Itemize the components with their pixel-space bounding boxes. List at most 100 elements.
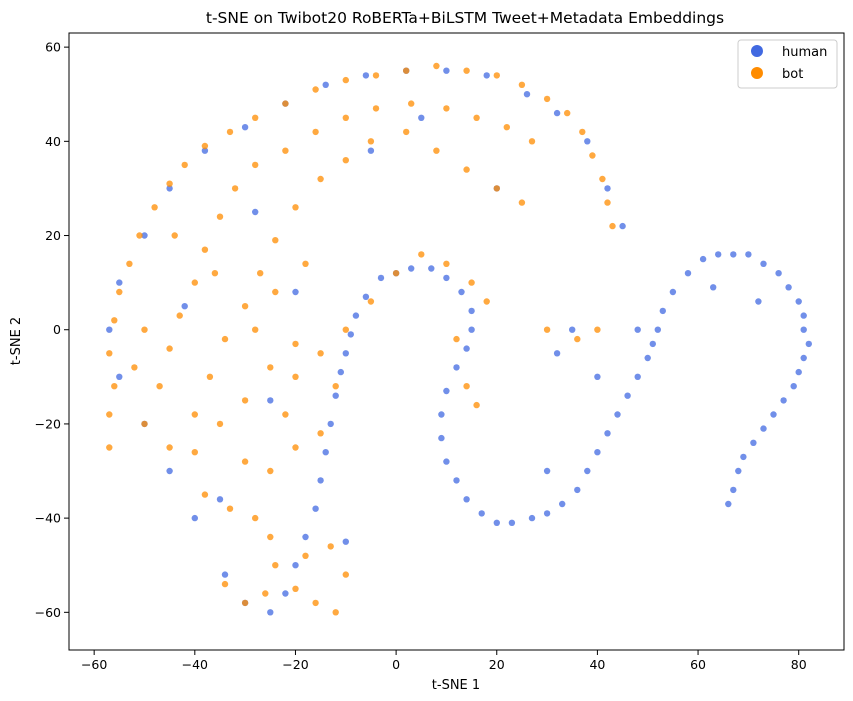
point-bot-52 — [241, 303, 249, 310]
point-human-57 — [362, 293, 370, 300]
point-bot-1 — [106, 411, 113, 418]
legend-label-bot: bot — [782, 67, 803, 82]
point-bot-37 — [231, 185, 239, 192]
point-bot-104 — [574, 335, 581, 343]
point-human-21 — [699, 255, 707, 263]
point-bot-9 — [166, 180, 173, 187]
x-tick-label: −60 — [81, 657, 107, 672]
point-bot-101 — [473, 401, 480, 409]
point-human-45 — [438, 411, 445, 418]
point-bot-10 — [181, 161, 188, 169]
point-bot-15 — [312, 86, 319, 93]
point-human-2 — [735, 467, 742, 475]
point-bot-82 — [292, 373, 299, 380]
point-human-88 — [483, 72, 490, 79]
point-human-67 — [302, 533, 309, 541]
point-human-38 — [508, 519, 516, 526]
point-bot-22 — [518, 81, 526, 89]
point-bot-27 — [599, 175, 606, 183]
point-bot-79 — [267, 467, 274, 475]
point-human-69 — [282, 590, 289, 597]
point-human-106 — [342, 538, 349, 545]
x-axis: −60 −40 −20 0 20 40 60 80 — [81, 650, 807, 672]
y-tick-label: 0 — [53, 322, 61, 337]
point-human-105 — [216, 496, 224, 503]
point-bot-6 — [126, 260, 133, 267]
point-bot-38 — [252, 161, 259, 169]
point-bot-92 — [267, 364, 274, 371]
point-human-50 — [468, 307, 475, 315]
point-human-101 — [292, 288, 299, 296]
point-bot-88 — [443, 260, 450, 267]
point-human-62 — [332, 392, 339, 399]
point-bot-28 — [604, 199, 611, 206]
point-bot-91 — [241, 397, 249, 404]
point-bot-46 — [503, 124, 510, 131]
point-bot-76 — [327, 543, 334, 550]
point-human-35 — [559, 500, 566, 508]
x-tick-label: 80 — [791, 657, 807, 672]
point-bot-99 — [332, 383, 339, 390]
point-human-24 — [659, 307, 666, 315]
point-bot-110 — [211, 270, 219, 277]
point-human-18 — [745, 251, 752, 258]
point-human-77 — [106, 326, 113, 333]
point-bot-17 — [372, 72, 380, 79]
point-bot-43 — [408, 100, 415, 107]
point-bot-45 — [473, 114, 480, 122]
point-bot-48 — [166, 444, 173, 451]
point-bot-63 — [518, 199, 526, 206]
chart-title: t-SNE on Twibot20 RoBERTa+BiLSTM Tweet+M… — [206, 9, 724, 27]
point-bot-2 — [111, 383, 118, 390]
point-human-4 — [750, 439, 757, 446]
point-bot-64 — [201, 491, 209, 498]
point-human-95 — [553, 350, 561, 357]
point-human-37 — [528, 514, 536, 522]
point-human-74 — [166, 467, 173, 475]
point-bot-89 — [468, 279, 475, 286]
point-bot-72 — [292, 585, 299, 592]
point-bot-70 — [241, 599, 249, 607]
point-human-52 — [443, 274, 450, 282]
point-bot-108 — [131, 364, 138, 371]
point-human-44 — [438, 434, 445, 442]
point-human-81 — [201, 147, 209, 154]
y-axis-label: t-SNE 2 — [9, 317, 24, 365]
point-bot-12 — [226, 128, 234, 136]
point-bot-83 — [317, 350, 324, 357]
x-tick-label: −20 — [282, 657, 308, 672]
point-bot-81 — [317, 430, 324, 437]
point-human-17 — [760, 260, 767, 267]
point-human-96 — [543, 467, 551, 475]
point-bot-34 — [191, 279, 198, 286]
point-human-66 — [312, 505, 319, 512]
y-tick-label: −20 — [35, 416, 61, 431]
point-bot-41 — [342, 114, 349, 122]
point-human-85 — [362, 72, 370, 79]
point-human-25 — [654, 326, 661, 333]
point-bot-16 — [342, 76, 349, 84]
point-human-98 — [634, 326, 641, 333]
point-bot-59 — [403, 128, 410, 136]
legend-marker-bot — [751, 67, 763, 79]
point-bot-21 — [493, 72, 500, 79]
point-bot-3 — [106, 350, 113, 357]
point-bot-40 — [312, 128, 319, 136]
point-bot-14 — [282, 100, 289, 107]
point-human-72 — [221, 571, 229, 578]
point-human-43 — [443, 458, 450, 465]
point-bot-29 — [609, 222, 616, 230]
point-human-90 — [553, 109, 561, 117]
point-human-68 — [292, 562, 299, 569]
point-human-73 — [191, 514, 198, 522]
point-bot-58 — [367, 138, 375, 145]
point-human-76 — [116, 373, 123, 380]
point-human-60 — [342, 350, 349, 357]
point-bot-80 — [292, 444, 299, 451]
point-bot-50 — [206, 373, 214, 380]
point-human-19 — [730, 251, 737, 258]
point-human-53 — [428, 265, 435, 272]
point-bot-102 — [453, 335, 460, 343]
